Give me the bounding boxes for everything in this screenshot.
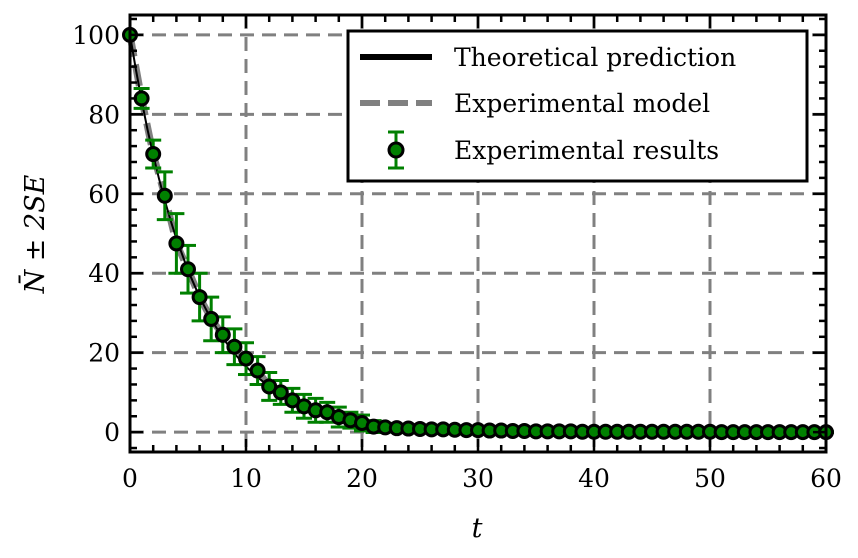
legend-results-label: Experimental results xyxy=(454,136,719,165)
data-point xyxy=(203,310,220,327)
data-point xyxy=(238,350,254,367)
data-point xyxy=(272,384,289,401)
y-axis-label: N̄ ± 2SE xyxy=(17,174,51,294)
data-point xyxy=(214,326,231,343)
data-point xyxy=(180,261,196,278)
legend-results-swatch xyxy=(387,130,405,170)
y-tick-label: 60 xyxy=(88,180,120,209)
tick-labels: 0 10 20 30 40 50 60 0 20 40 60 80 100 xyxy=(72,21,842,493)
y-tick-label: 40 xyxy=(88,259,120,288)
data-point xyxy=(191,289,208,306)
y-tick-label: 0 xyxy=(104,418,120,447)
x-axis-label: t xyxy=(472,513,483,544)
data-point xyxy=(226,338,243,355)
experimental-points-layer xyxy=(122,26,834,441)
x-tick-label: 20 xyxy=(346,464,378,493)
x-tick-label: 60 xyxy=(810,464,842,493)
x-tick-label: 40 xyxy=(578,464,610,493)
y-tick-label: 20 xyxy=(88,339,120,368)
data-point xyxy=(168,235,185,252)
x-tick-label: 10 xyxy=(230,464,262,493)
legend-model-label: Experimental model xyxy=(454,89,710,118)
x-tick-label: 0 xyxy=(122,464,138,493)
y-tick-label: 100 xyxy=(72,21,120,50)
x-tick-label: 30 xyxy=(462,464,494,493)
x-tick-label: 50 xyxy=(694,464,726,493)
data-point xyxy=(156,187,173,204)
data-point xyxy=(133,90,150,107)
data-point xyxy=(145,146,162,163)
y-tick-label: 80 xyxy=(88,100,120,129)
legend-theory-label: Theoretical prediction xyxy=(454,43,736,72)
plot-frame xyxy=(128,13,828,454)
legend: Theoretical prediction Experimental mode… xyxy=(346,29,809,183)
data-point xyxy=(249,362,266,379)
